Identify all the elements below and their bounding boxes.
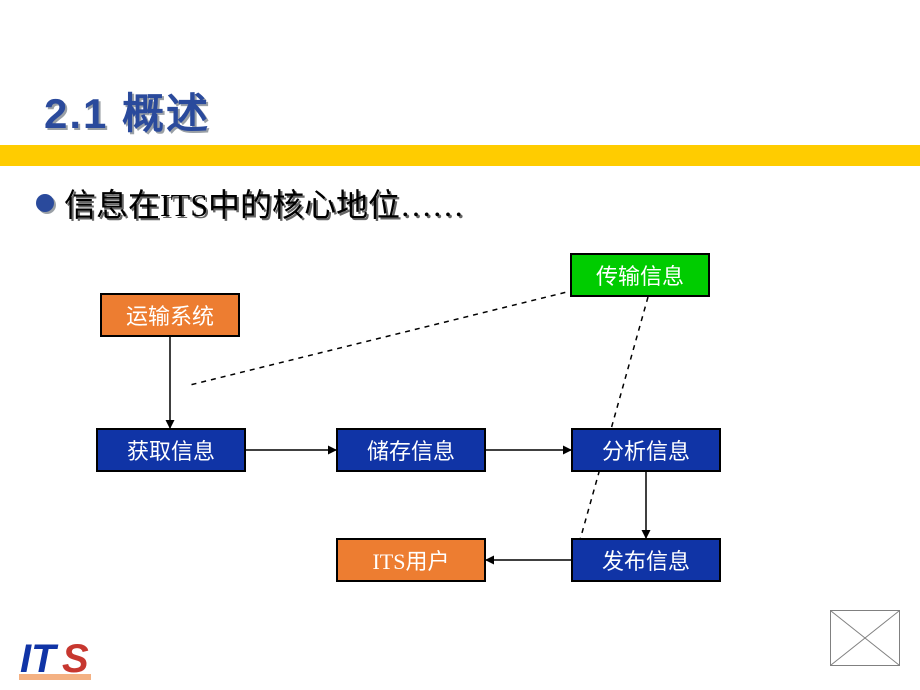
node-analyze-label: 分析信息 bbox=[602, 434, 690, 466]
node-analyze: 分析信息 bbox=[571, 428, 721, 472]
node-user-label: ITS用户 bbox=[372, 544, 449, 576]
bullet-row: 信息在ITS中的核心地位…… bbox=[36, 180, 464, 226]
slide: 2.1 概述 2.1 概述 信息在ITS中的核心地位…… 信息在ITS中的核心地… bbox=[0, 0, 920, 690]
edge-transmit-acquire bbox=[190, 290, 575, 385]
node-acquire: 获取信息 bbox=[96, 428, 246, 472]
node-user: ITS用户 bbox=[336, 538, 486, 582]
edge-transmit-publish bbox=[580, 297, 648, 540]
node-store-label: 储存信息 bbox=[367, 434, 455, 466]
its-logo: PEACE IT S bbox=[6, 628, 96, 682]
bullet-text: 信息在ITS中的核心地位…… bbox=[64, 180, 464, 226]
node-publish: 发布信息 bbox=[571, 538, 721, 582]
accent-bar bbox=[0, 145, 920, 166]
node-publish-label: 发布信息 bbox=[602, 544, 690, 576]
node-transmit: 传输信息 bbox=[570, 253, 710, 297]
node-transport-label: 运输系统 bbox=[126, 299, 214, 331]
node-acquire-label: 获取信息 bbox=[127, 434, 215, 466]
bullet-icon bbox=[36, 194, 54, 212]
node-transmit-label: 传输信息 bbox=[596, 259, 684, 291]
node-transport: 运输系统 bbox=[100, 293, 240, 337]
slide-title: 2.1 概述 bbox=[44, 80, 210, 141]
node-store: 储存信息 bbox=[336, 428, 486, 472]
image-placeholder bbox=[830, 610, 900, 666]
